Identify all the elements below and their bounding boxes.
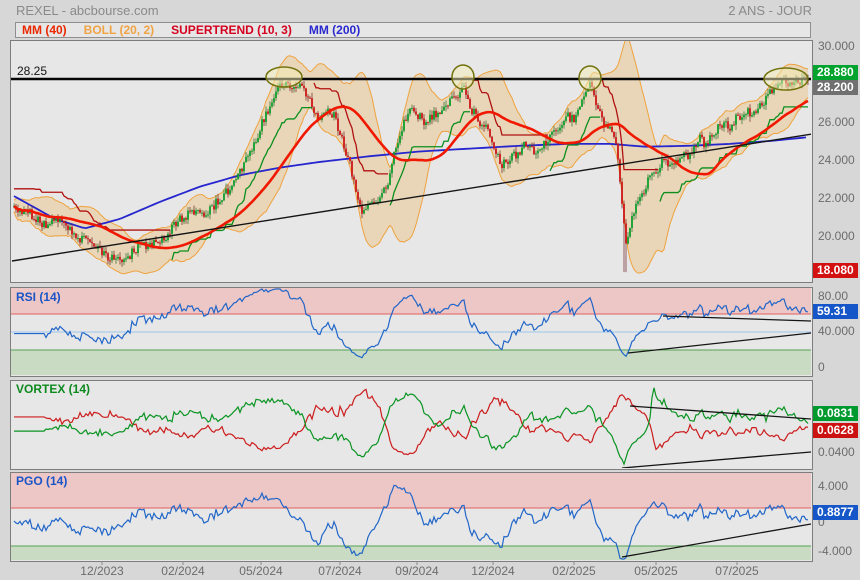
- pgo-axis-label: 0: [818, 515, 825, 529]
- rsi-axis-label: 80.00: [818, 289, 849, 303]
- pgo-axis-label: 4.000: [818, 479, 849, 493]
- vortex-axis-label: 0.0400: [818, 445, 855, 459]
- price-axis-label: 22.000: [818, 191, 855, 205]
- x-axis-label: 05/2024: [239, 564, 283, 578]
- x-axis-label: 05/2025: [634, 564, 678, 578]
- legend-item-mm40[interactable]: MM (40): [22, 23, 67, 37]
- rsi-axis-label: 0: [818, 360, 825, 374]
- legend-item-supertrend[interactable]: SUPERTREND (10, 3): [171, 23, 292, 37]
- vortex-minus-badge: 0.0628: [813, 423, 858, 438]
- legend-item-boll[interactable]: BOLL (20, 2): [83, 23, 155, 37]
- pgo-axis-label: -4.000: [818, 544, 853, 558]
- price-last-badge: 28.200: [813, 80, 858, 95]
- rsi-axis-label: 40.000: [818, 324, 855, 338]
- vortex-panel-title: VORTEX (14): [16, 382, 91, 396]
- x-axis-label: 07/2024: [318, 564, 362, 578]
- price-high-badge: 28.880: [813, 65, 858, 80]
- price-axis-label: 24.000: [818, 153, 855, 167]
- vortex-plus-badge: 0.0831: [813, 406, 858, 421]
- legend-item-mm200[interactable]: MM (200): [308, 23, 361, 37]
- indicator-legend: MM (40) BOLL (20, 2) SUPERTREND (10, 3) …: [15, 22, 811, 38]
- price-low-badge: 18.080: [813, 263, 858, 278]
- rsi-panel-title: RSI (14): [16, 290, 61, 304]
- period-label: 2 ANS - JOUR: [728, 3, 812, 18]
- x-axis-label: 12/2023: [80, 564, 124, 578]
- pgo-value-badge: 0.8877: [813, 505, 858, 520]
- x-axis-label: 02/2024: [161, 564, 205, 578]
- price-axis-label: 20.000: [818, 229, 855, 243]
- x-axis-label: 07/2025: [715, 564, 759, 578]
- price-axis-label: 26.000: [818, 115, 855, 129]
- x-axis-label: 02/2025: [552, 564, 596, 578]
- price-level-label: 28.25: [17, 64, 48, 78]
- x-axis-label: 12/2024: [471, 564, 515, 578]
- price-axis-label: 30.000: [818, 39, 855, 53]
- rsi-value-badge: 59.31: [813, 304, 858, 319]
- x-axis-label: 09/2024: [395, 564, 439, 578]
- page-title: REXEL - abcbourse.com: [16, 3, 159, 18]
- pgo-panel-title: PGO (14): [16, 474, 68, 488]
